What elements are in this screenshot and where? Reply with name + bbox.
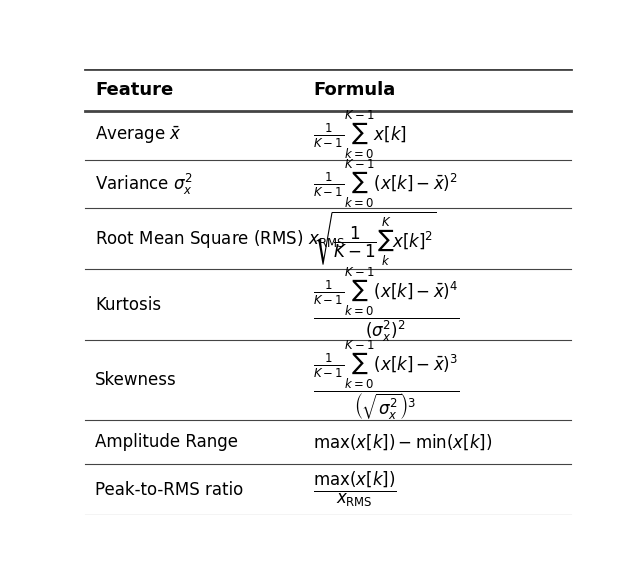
Text: $\frac{1}{K-1}\sum_{k=0}^{K-1}\left(x[k]-\bar{x}\right)^2$: $\frac{1}{K-1}\sum_{k=0}^{K-1}\left(x[k]…	[313, 158, 458, 210]
Text: Kurtosis: Kurtosis	[95, 295, 161, 314]
Text: $\max(x[k]) - \min(x[k])$: $\max(x[k]) - \min(x[k])$	[313, 433, 493, 452]
Text: Formula: Formula	[313, 81, 396, 99]
Text: Root Mean Square (RMS) $x_{\mathrm{RMS}}$: Root Mean Square (RMS) $x_{\mathrm{RMS}}…	[95, 228, 345, 250]
Text: $\dfrac{\max(x[k])}{x_{\mathrm{RMS}}}$: $\dfrac{\max(x[k])}{x_{\mathrm{RMS}}}$	[313, 470, 397, 510]
Text: $\frac{1}{K-1}\sum_{k=0}^{K-1} x[k]$: $\frac{1}{K-1}\sum_{k=0}^{K-1} x[k]$	[313, 109, 407, 162]
Text: $\dfrac{\frac{1}{K-1}\sum_{k=0}^{K-1}(x[k]-\bar{x})^3}{\left(\sqrt{\sigma_x^2}\r: $\dfrac{\frac{1}{K-1}\sum_{k=0}^{K-1}(x[…	[313, 338, 460, 422]
Text: Average $\bar{x}$: Average $\bar{x}$	[95, 124, 181, 146]
Text: Peak-to-RMS ratio: Peak-to-RMS ratio	[95, 481, 243, 499]
Text: Variance $\sigma_x^2$: Variance $\sigma_x^2$	[95, 171, 193, 196]
Text: $\dfrac{\frac{1}{K-1}\sum_{k=0}^{K-1}(x[k]-\bar{x})^4}{(\sigma_x^2)^2}$: $\dfrac{\frac{1}{K-1}\sum_{k=0}^{K-1}(x[…	[313, 265, 460, 344]
Text: Skewness: Skewness	[95, 371, 177, 389]
Text: Feature: Feature	[95, 81, 173, 99]
Text: $\sqrt{\dfrac{1}{K-1}\sum_{k}^{K} x[k]^2}$: $\sqrt{\dfrac{1}{K-1}\sum_{k}^{K} x[k]^2…	[313, 210, 437, 268]
Text: Amplitude Range: Amplitude Range	[95, 433, 238, 451]
